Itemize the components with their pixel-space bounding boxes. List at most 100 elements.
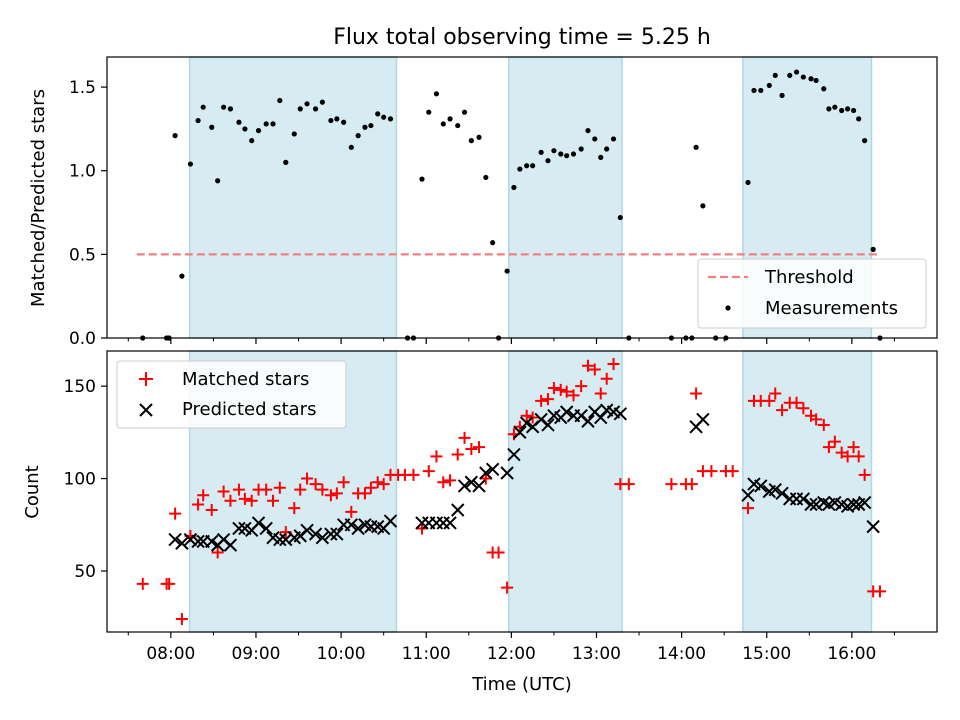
x-tick-label: 14:00 xyxy=(657,644,706,664)
matched-star-point xyxy=(211,546,224,559)
measurement-point xyxy=(440,121,446,127)
matched-star-point xyxy=(588,363,601,376)
measurement-point xyxy=(772,72,778,78)
predicted-star-point xyxy=(754,479,768,493)
matched-star-point xyxy=(541,393,554,406)
x-tick-label: 10:00 xyxy=(317,644,366,664)
matched-star-point xyxy=(309,478,322,491)
predicted-star-point xyxy=(696,412,710,427)
measurement-point xyxy=(426,109,432,115)
matched-star-point xyxy=(422,465,435,478)
measurement-point xyxy=(375,111,381,117)
matched-star-point xyxy=(337,476,350,489)
ratio-y-axis: 0.0 0.5 1.0 1.5 xyxy=(69,78,107,349)
matched-star-point xyxy=(301,472,314,485)
matched-star-point xyxy=(581,359,594,372)
measurement-point xyxy=(455,122,461,129)
measurement-point xyxy=(862,138,868,144)
measurement-point xyxy=(304,101,310,107)
x-tick-label: 15:00 xyxy=(742,644,791,664)
matched-star-point xyxy=(136,577,149,590)
measurement-point xyxy=(545,158,551,164)
measurement-point xyxy=(845,106,851,112)
measurement-point xyxy=(779,92,785,99)
predicted-star-point xyxy=(846,497,861,512)
predicted-star-point xyxy=(775,486,789,501)
measurement-point xyxy=(312,106,319,112)
y-tick-label: 50 xyxy=(74,562,96,582)
ratio-x-ticks xyxy=(127,338,895,344)
predicted-star-point xyxy=(383,514,398,528)
matched-star-point xyxy=(858,468,871,481)
predicted-star-point xyxy=(581,414,595,428)
measurement-point xyxy=(433,91,440,97)
measurement-point xyxy=(368,122,374,129)
matched-star-point xyxy=(685,478,698,491)
matched-star-point xyxy=(330,487,343,500)
predicted-star-point xyxy=(507,447,521,462)
count-x-axis: 08:00 09:00 10:00 11:00 12:00 13:00 14:00 15:00… xyxy=(127,632,895,664)
matched-star-point xyxy=(377,478,390,491)
predicted-star-point xyxy=(273,532,287,547)
matched-star-point xyxy=(547,381,560,394)
measurement-point xyxy=(221,104,227,110)
count-legend: Matched stars Predicted stars xyxy=(116,360,347,429)
measurement-point xyxy=(870,246,876,252)
predicted-star-point xyxy=(300,523,314,538)
measurement-point xyxy=(447,116,453,122)
matched-star-point xyxy=(288,502,301,515)
measurement-point xyxy=(856,116,862,122)
shaded-span xyxy=(508,350,623,633)
legend-measurements-label: Measurements xyxy=(765,298,898,319)
predicted-star-point xyxy=(259,521,273,536)
matched-star-point xyxy=(575,380,588,393)
measurement-point xyxy=(578,146,584,152)
predicted-star-point xyxy=(513,425,527,440)
measurement-point xyxy=(348,144,354,150)
count-panel-frame xyxy=(106,350,938,633)
predicted-star-point xyxy=(223,538,238,552)
y-tick-label: 0.0 xyxy=(69,329,96,349)
measurement-point xyxy=(751,87,757,94)
matched-star-point xyxy=(437,476,450,489)
predicted-star-point xyxy=(796,492,811,506)
measurement-point xyxy=(468,138,474,144)
measurement-point xyxy=(297,106,303,112)
legend-threshold-label: Threshold xyxy=(764,267,854,288)
matched-star-point xyxy=(622,478,635,491)
matched-star-point xyxy=(451,448,464,461)
measurement-point xyxy=(530,163,536,169)
measurement-point xyxy=(277,97,283,104)
measurement-point xyxy=(839,107,845,114)
matched-star-point xyxy=(554,383,567,396)
measurement-point xyxy=(236,119,242,125)
measurement-point xyxy=(832,104,838,110)
predicted-star-point xyxy=(351,521,365,536)
matched-star-point xyxy=(479,472,492,485)
measurement-point xyxy=(255,127,262,134)
matched-star-point xyxy=(169,507,182,520)
matched-star-point xyxy=(841,450,854,463)
count-panel: 50 100 150 08:00 09:00 10:00 11:00 12:00 13:00 1… xyxy=(22,350,938,695)
measurement-point xyxy=(592,136,598,142)
matched-star-point xyxy=(705,465,718,478)
measurement-point xyxy=(766,82,772,89)
predicted-star-point xyxy=(485,462,500,477)
matched-star-point xyxy=(163,577,176,590)
measurement-point xyxy=(355,133,361,139)
measurement-point xyxy=(461,109,468,115)
predicted-stars-points xyxy=(168,403,880,552)
matched-star-point xyxy=(267,494,279,507)
predicted-star-point xyxy=(324,527,338,541)
x-tick-label: 12:00 xyxy=(487,644,536,664)
predicted-star-point xyxy=(436,516,450,530)
matched-star-point xyxy=(828,435,841,448)
matched-star-point xyxy=(175,613,188,626)
matched-star-point xyxy=(473,441,486,454)
predicted-star-point xyxy=(500,466,514,480)
matched-star-point xyxy=(501,581,514,594)
predicted-star-point xyxy=(559,405,574,419)
predicted-star-point xyxy=(613,407,628,421)
predicted-star-point xyxy=(768,482,782,497)
ratio-panel: 0.0 0.5 1.0 1.5 Matched/Predicted stars Thr… xyxy=(28,56,938,349)
